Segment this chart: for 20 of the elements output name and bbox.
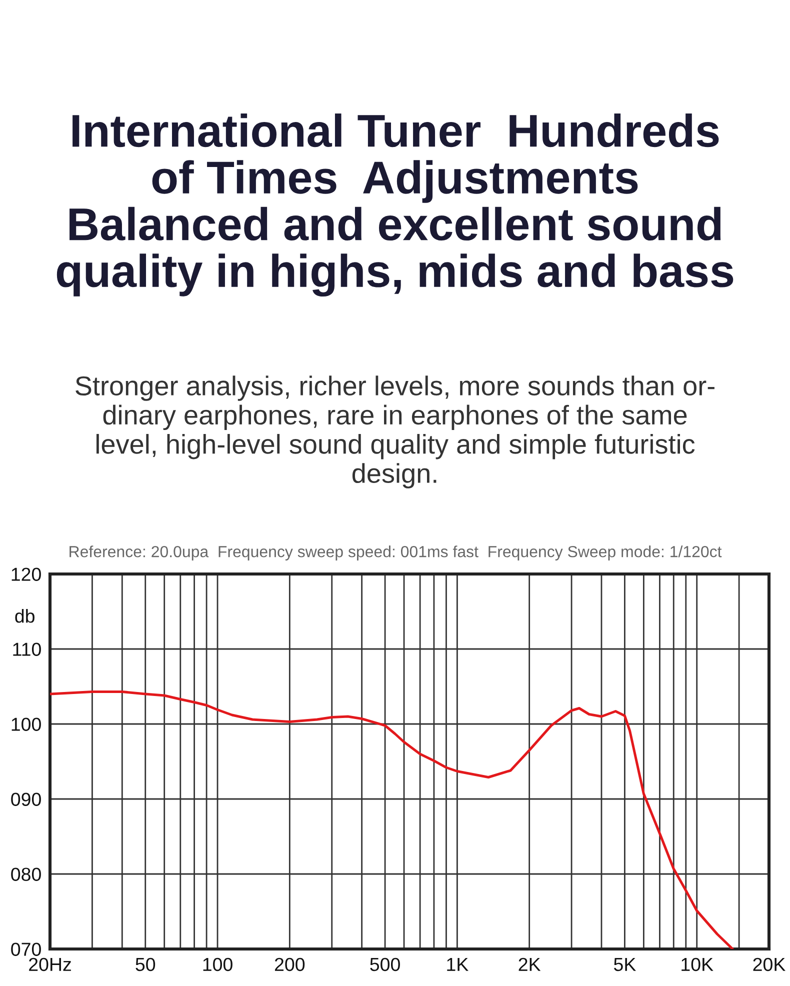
x-tick-label: 20K <box>753 958 786 972</box>
x-tick-label: 1K <box>447 958 468 971</box>
x-tick-label: 100 <box>203 958 232 972</box>
y-tick-label: 080 <box>11 868 41 881</box>
y-tick-label: 090 <box>11 792 41 806</box>
x-tick-label: 2K <box>518 958 541 971</box>
chart-title: International Tuner Hundreds of Times Adjustments Balanced and excellent sound quality in highs, mids and bass <box>56 113 734 297</box>
x-tick-label: 500 <box>370 958 400 972</box>
y-tick-label: 120 <box>12 568 41 581</box>
x-tick-label: 5K <box>614 958 636 972</box>
x-tick-label: 20Hz <box>29 958 71 972</box>
y-tick-label: 070 <box>11 942 41 956</box>
text: Reference: 20.0upa Frequency sweep speed: 001ms fast Frequency Sweep mode: 1/120ct <box>70 546 722 560</box>
x-tick-label: 200 <box>274 958 305 972</box>
x-tick-label: 50 <box>136 958 156 972</box>
chart-subtitle: Stronger analysis, richer levels, more sounds than or- dinary earphones, rare in earphones of the same level, high-level sound quality and simple futuristic design. <box>76 376 714 488</box>
x-tick-label: 10K <box>682 958 714 972</box>
y-axis-title: db <box>15 609 34 623</box>
y-tick-label: 100 <box>12 718 41 731</box>
y-tick-label: 110 <box>13 642 41 656</box>
